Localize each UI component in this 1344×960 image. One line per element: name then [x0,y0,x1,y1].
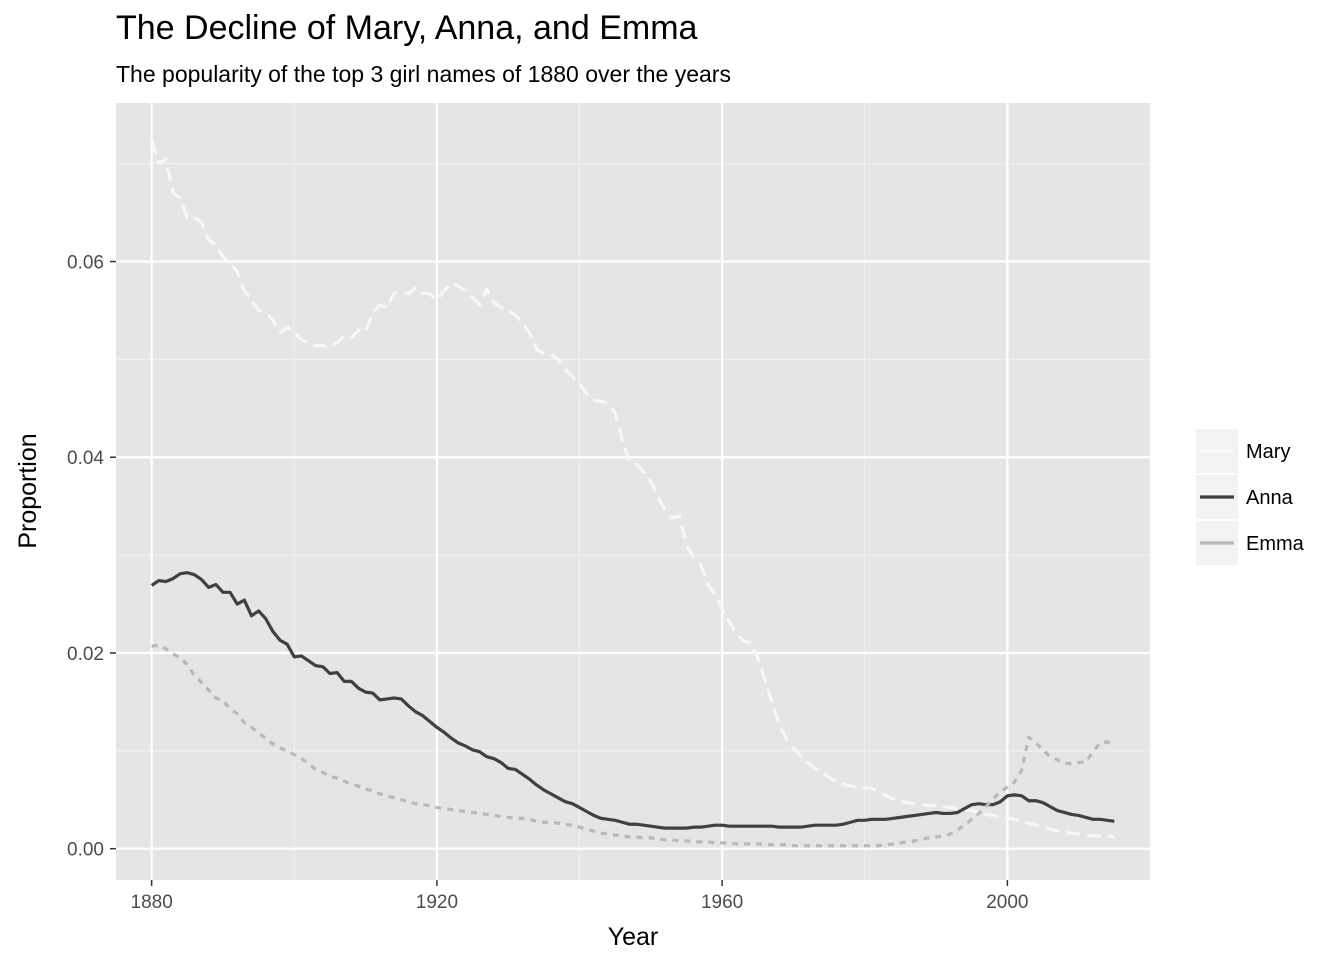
chart-subtitle: The popularity of the top 3 girl names o… [116,61,731,87]
x-tick-label: 1880 [131,892,173,913]
series-line-anna [150,571,1115,830]
x-axis-title: Year [608,923,659,951]
grid-layer [116,103,1151,880]
legend-label-emma: Emma [1246,533,1305,555]
legend: Mary Anna Emma [1196,429,1305,565]
chart-title: The Decline of Mary, Anna, and Emma [116,9,698,47]
axis-layer: 1880 1920 1960 2000 0.00 0.02 0.04 0.06 [67,253,1029,913]
x-tick-label: 1960 [701,892,743,913]
y-tick-label: 0.00 [67,840,104,861]
legend-label-mary: Mary [1246,441,1290,463]
series-line-mary [150,139,1115,839]
x-tick-label: 1920 [416,892,458,913]
series-layer [150,139,1115,848]
y-tick-label: 0.06 [67,253,104,274]
y-tick-label: 0.02 [67,644,104,665]
legend-label-anna: Anna [1246,487,1294,509]
x-tick-label: 2000 [986,892,1028,913]
y-tick-label: 0.04 [67,448,104,469]
series-line-emma [151,643,1115,848]
plot-panel [116,103,1150,880]
y-axis-title: Proportion [14,433,42,548]
